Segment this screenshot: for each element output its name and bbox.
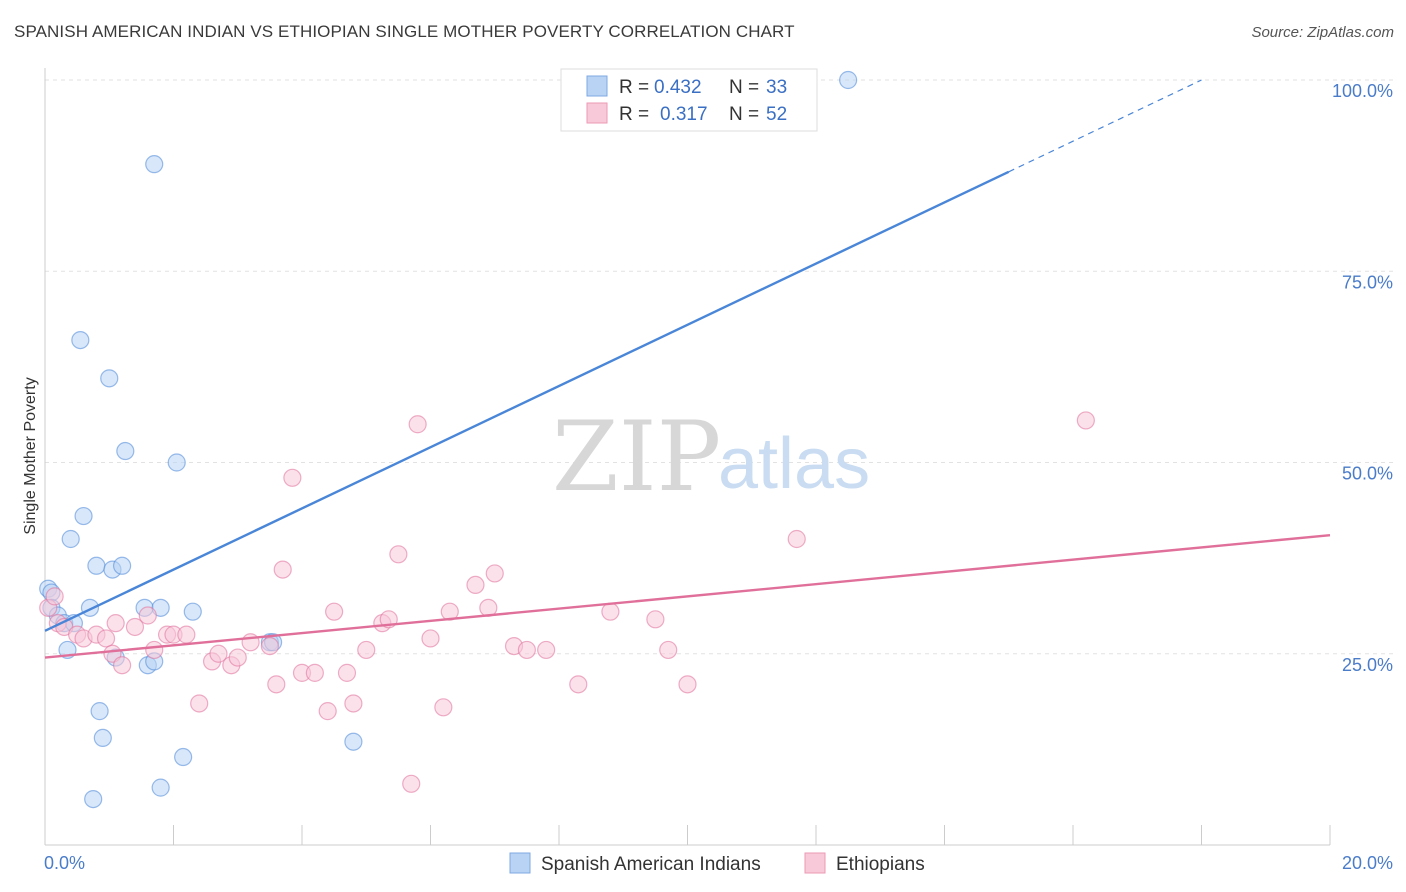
y-tick-label-1: 50.0% [1342,464,1393,484]
bottom-legend-label-0: Spanish American Indians [541,854,761,875]
bottom-legend-swatch-spanish-american-indians [509,852,531,874]
point-series0-12 [90,702,109,721]
point-series0-19 [116,441,135,461]
point-series1-37 [402,774,421,793]
point-series1-30 [325,602,344,621]
legend-r-value-0: 0.432 [654,77,702,98]
legend-n-label-0: N = [729,77,759,98]
point-series0-24 [151,778,170,797]
point-series1-24 [267,675,286,694]
trend-extension-series0 [1008,79,1202,173]
point-series1-31 [337,663,357,682]
point-series1-16 [177,625,196,644]
point-series1-1 [45,587,64,606]
y-tick-label-2: 75.0% [1342,272,1393,292]
point-series1-11 [125,617,145,637]
point-series0-31 [344,732,363,751]
point-series1-54 [1076,411,1095,430]
point-series1-19 [209,644,228,663]
point-series1-21 [228,648,247,667]
point-series0-28 [183,602,202,621]
watermark-atlas: atlas [718,424,870,504]
y-axis-label: Single Mother Poverty [22,377,39,534]
legend-r-label-0: R = [619,77,649,98]
watermark-zip: ZIP [552,401,721,513]
legend-swatch-ethiopians [586,102,608,124]
point-series1-23 [260,636,279,656]
bottom-legend-label-1: Ethiopians [836,854,925,875]
point-series1-42 [466,575,485,595]
point-series1-29 [318,702,337,721]
axes [44,68,1331,846]
source-credit: Source: ZipAtlas.com [1251,24,1394,41]
point-series0-14 [71,331,90,350]
bottom-legend: Spanish American Indians Ethiopians [509,852,925,875]
point-series0-27 [174,747,193,767]
point-series1-17 [190,694,209,713]
point-series0-8 [74,506,93,526]
point-series1-9 [106,614,125,633]
point-series1-36 [389,545,408,564]
point-series0-18 [112,556,132,575]
x-tick-label-1: 20.0% [1342,853,1393,873]
point-series0-11 [87,556,106,575]
y-tick-label-0: 25.0% [1342,655,1393,675]
point-series0-10 [84,789,103,809]
point-series1-48 [569,675,588,694]
point-series0-6 [61,529,80,549]
point-series1-32 [344,694,363,713]
point-series1-13 [145,640,164,660]
point-series0-15 [100,369,119,388]
point-series1-7 [96,629,116,648]
legend-r-label-1: R = [619,104,649,125]
point-series0-13 [93,728,112,748]
point-series1-47 [537,640,556,660]
chart-title: SPANISH AMERICAN INDIAN VS ETHIOPIAN SIN… [14,22,795,41]
point-series1-25 [273,560,292,579]
point-series1-39 [421,629,440,648]
legend-box: R = 0.432 N = 33 R = 0.317 N = 52 [560,68,818,132]
point-series1-26 [283,468,302,487]
legend-n-value-0: 33 [766,77,787,98]
legend-swatch-spanish-american-indians [586,75,608,97]
point-series1-38 [408,415,427,434]
trend-line-series1 [44,533,1331,659]
legend-n-label-1: N = [729,104,759,125]
point-series0-22 [145,155,164,174]
legend-n-value-1: 52 [766,104,787,125]
point-series0-32 [839,70,858,90]
point-series1-40 [434,698,453,717]
x-tick-label-0: 0.0% [44,853,85,873]
y-tick-label-3: 100.0% [1332,81,1393,101]
point-series1-51 [659,640,678,660]
gridlines [45,79,1395,655]
point-series1-28 [305,663,324,682]
point-series1-33 [357,640,376,660]
point-series1-44 [485,564,504,583]
legend-r-value-1: 0.317 [660,104,708,125]
point-series1-53 [787,529,806,549]
point-series1-49 [601,602,620,621]
bottom-legend-swatch-ethiopians [804,852,826,874]
point-series1-10 [112,656,132,675]
point-series1-52 [678,675,697,694]
point-series1-46 [517,640,536,660]
point-series0-26 [167,453,186,472]
point-series1-12 [138,606,157,625]
trend-line-series0 [44,170,1010,632]
point-series1-50 [646,610,665,629]
